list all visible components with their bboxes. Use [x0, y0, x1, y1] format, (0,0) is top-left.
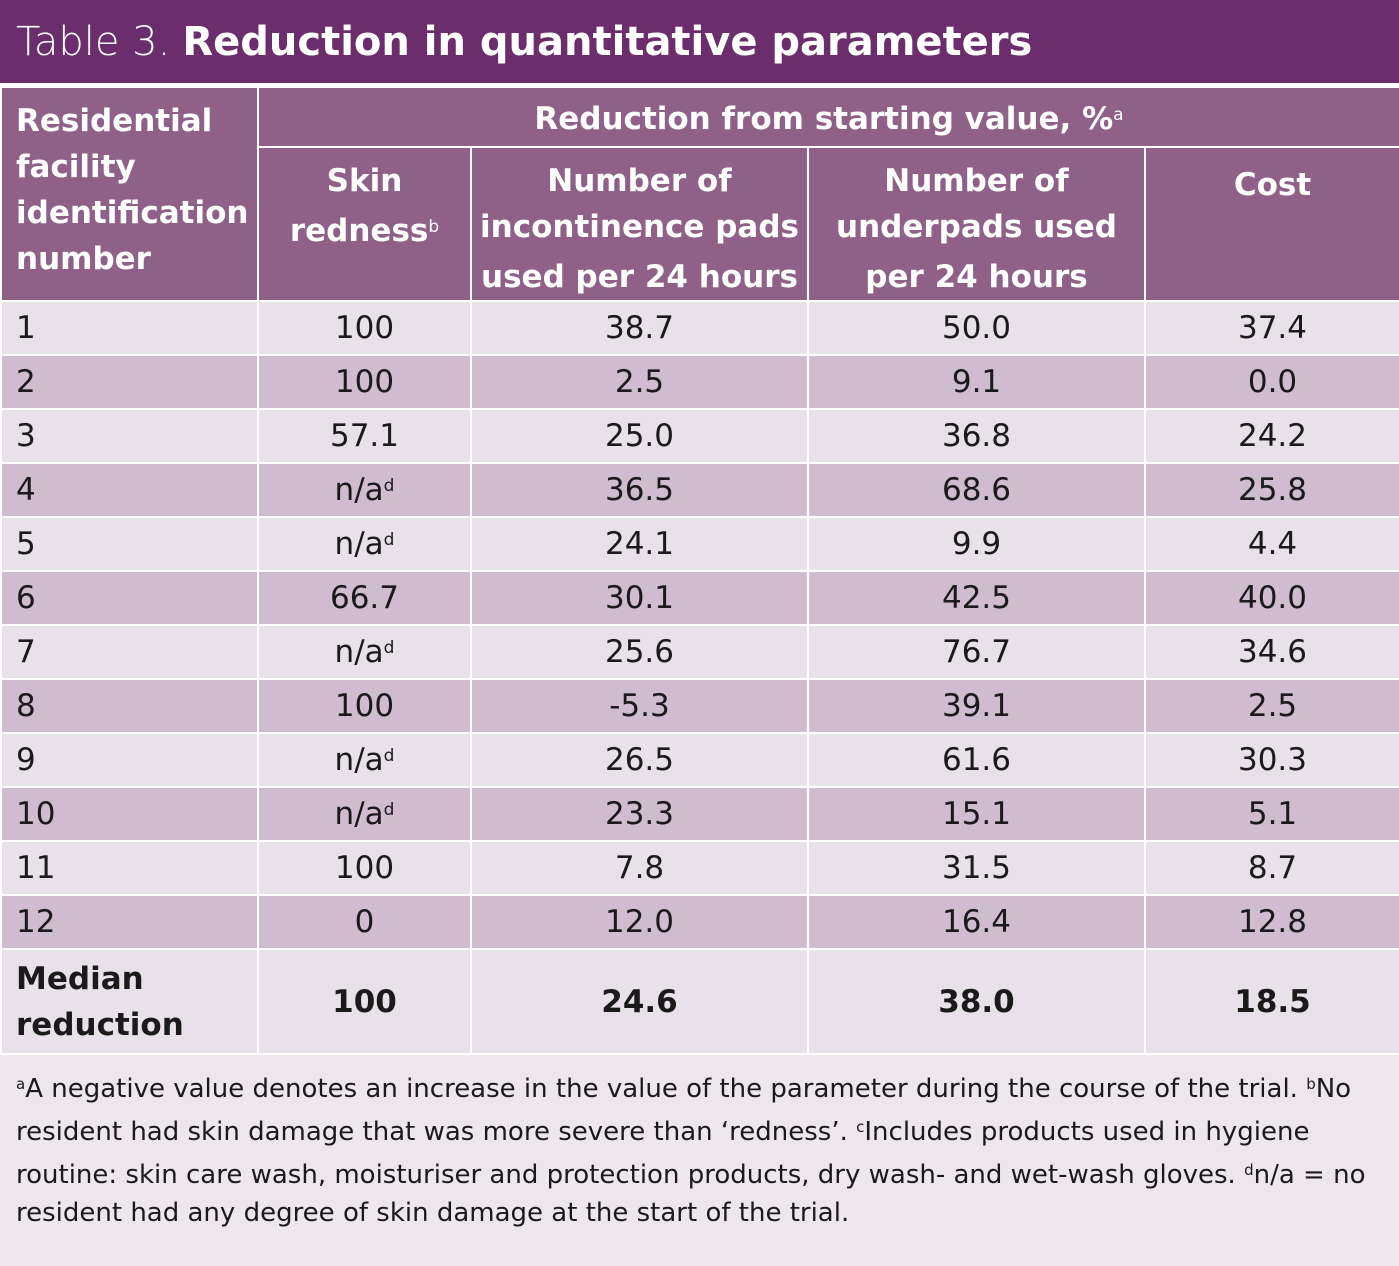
table-row: 10 n/ad 23.3 15.1 5.1: [0, 786, 1399, 842]
footnote: cIncludes products used in hygiene routi…: [16, 1117, 1310, 1190]
data-table: Residential facility identification numb…: [0, 86, 1399, 1055]
skin-redness-cell: 0: [257, 894, 472, 950]
pads-cell: 25.0: [470, 408, 809, 464]
table-row: 8 100 -5.3 39.1 2.5: [0, 678, 1399, 734]
pads-cell: 24.1: [470, 516, 809, 572]
facility-id: 5: [0, 516, 259, 572]
table-row: 5 n/ad 24.1 9.9 4.4: [0, 516, 1399, 572]
cost-cell: 8.7: [1144, 840, 1399, 896]
skin-redness-cell: n/ad: [257, 624, 472, 680]
column-header: Cost: [1144, 146, 1399, 302]
table-title: Table 3. Reduction in quantitative param…: [0, 0, 1399, 86]
skin-redness-cell: n/ad: [257, 516, 472, 572]
table-row: 2 100 2.5 9.1 0.0: [0, 354, 1399, 410]
table-row: 1 100 38.7 50.0 37.4: [0, 300, 1399, 356]
table-row: 4 n/ad 36.5 68.6 25.8: [0, 462, 1399, 518]
skin-redness-cell: 66.7: [257, 570, 472, 626]
table-row: 11 100 7.8 31.5 8.7: [0, 840, 1399, 896]
cost-cell: 37.4: [1144, 300, 1399, 356]
cost-cell: 40.0: [1144, 570, 1399, 626]
pads-cell: -5.3: [470, 678, 809, 734]
cost-cell: 34.6: [1144, 624, 1399, 680]
cost-cell: 2.5: [1144, 678, 1399, 734]
underpads-cell: 9.1: [807, 354, 1146, 410]
table-row: 9 n/ad 26.5 61.6 30.3: [0, 732, 1399, 788]
facility-id: 1: [0, 300, 259, 356]
footnote: aA negative value denotes an increase in…: [16, 1074, 1307, 1104]
skin-redness-cell: 100: [257, 678, 472, 734]
median-skin: 100: [257, 948, 472, 1055]
column-header: Skin rednessb: [257, 146, 472, 302]
skin-redness-cell: n/ad: [257, 732, 472, 788]
pads-cell: 23.3: [470, 786, 809, 842]
footnote: bNo resident had skin damage that was mo…: [16, 1074, 1352, 1147]
cost-cell: 24.2: [1144, 408, 1399, 464]
skin-redness-cell: 100: [257, 300, 472, 356]
underpads-cell: 15.1: [807, 786, 1146, 842]
underpads-cell: 36.8: [807, 408, 1146, 464]
footnote: dn/a = no resident had any degree of ski…: [16, 1160, 1366, 1228]
cost-cell: 25.8: [1144, 462, 1399, 518]
skin-redness-cell: n/ad: [257, 462, 472, 518]
table-row: 6 66.7 30.1 42.5 40.0: [0, 570, 1399, 626]
facility-id: 11: [0, 840, 259, 896]
facility-id: 9: [0, 732, 259, 788]
underpads-cell: 16.4: [807, 894, 1146, 950]
underpads-cell: 42.5: [807, 570, 1146, 626]
table-row: 3 57.1 25.0 36.8 24.2: [0, 408, 1399, 464]
facility-id: 12: [0, 894, 259, 950]
facility-id: 10: [0, 786, 259, 842]
cost-cell: 4.4: [1144, 516, 1399, 572]
cost-cell: 30.3: [1144, 732, 1399, 788]
pads-cell: 25.6: [470, 624, 809, 680]
facility-id: 8: [0, 678, 259, 734]
pads-cell: 30.1: [470, 570, 809, 626]
pads-cell: 26.5: [470, 732, 809, 788]
row-header: Residential facility identification numb…: [0, 86, 259, 302]
underpads-cell: 68.6: [807, 462, 1146, 518]
pads-cell: 12.0: [470, 894, 809, 950]
pads-cell: 7.8: [470, 840, 809, 896]
median-label: Median reduction: [0, 948, 259, 1055]
footnotes: aA negative value denotes an increase in…: [0, 1055, 1399, 1242]
table-row: 12 0 12.0 16.4 12.8: [0, 894, 1399, 950]
table-label: Table 3.: [16, 18, 171, 65]
cost-cell: 5.1: [1144, 786, 1399, 842]
skin-redness-cell: 100: [257, 840, 472, 896]
median-row: Median reduction 100 24.6 38.0 18.5: [0, 948, 1399, 1055]
cost-cell: 0.0: [1144, 354, 1399, 410]
pads-cell: 38.7: [470, 300, 809, 356]
underpads-cell: 50.0: [807, 300, 1146, 356]
column-header: Number of incontinence pads used per 24 …: [470, 146, 809, 302]
column-header: Number of underpads used per 24 hours: [807, 146, 1146, 302]
facility-id: 6: [0, 570, 259, 626]
underpads-cell: 39.1: [807, 678, 1146, 734]
median-pads: 24.6: [470, 948, 809, 1055]
facility-id: 2: [0, 354, 259, 410]
underpads-cell: 31.5: [807, 840, 1146, 896]
table-row: 7 n/ad 25.6 76.7 34.6: [0, 624, 1399, 680]
pads-cell: 2.5: [470, 354, 809, 410]
median-cost: 18.5: [1144, 948, 1399, 1055]
group-header: Reduction from starting value, %a: [257, 86, 1399, 148]
underpads-cell: 76.7: [807, 624, 1146, 680]
facility-id: 7: [0, 624, 259, 680]
cost-cell: 12.8: [1144, 894, 1399, 950]
table-title-text: Reduction in quantitative parameters: [182, 18, 1033, 65]
skin-redness-cell: 57.1: [257, 408, 472, 464]
pads-cell: 36.5: [470, 462, 809, 518]
underpads-cell: 9.9: [807, 516, 1146, 572]
skin-redness-cell: 100: [257, 354, 472, 410]
facility-id: 4: [0, 462, 259, 518]
median-underpads: 38.0: [807, 948, 1146, 1055]
facility-id: 3: [0, 408, 259, 464]
skin-redness-cell: n/ad: [257, 786, 472, 842]
underpads-cell: 61.6: [807, 732, 1146, 788]
